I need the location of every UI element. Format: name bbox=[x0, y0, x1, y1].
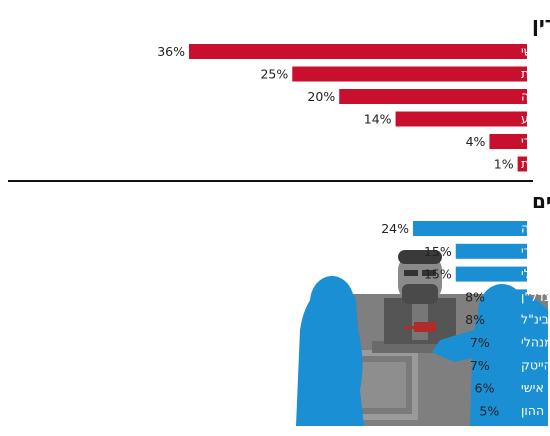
chart2-value-label-8: 5% bbox=[479, 403, 499, 418]
chart1-bar-1 bbox=[292, 66, 527, 82]
chart1-bar-0 bbox=[189, 44, 527, 59]
chart1-value-label-5: 1% bbox=[494, 157, 514, 172]
chart2-category-label-4: מסחרי בינ"ל bbox=[521, 312, 550, 327]
chart2-category-label-5: משפט המנהלי bbox=[521, 335, 550, 350]
chart2-category-label-8: שוק ההון bbox=[521, 403, 550, 418]
section-divider bbox=[8, 180, 533, 182]
chart2-bar-7 bbox=[498, 380, 527, 396]
chart2-category-label-0: ליטיגציה bbox=[521, 221, 550, 236]
chart2-bars: ליטיגציה 24% משפט מסחרי 15% התחום הפלילי 15% נ… bbox=[381, 221, 550, 419]
chart2-bar-2 bbox=[455, 266, 527, 282]
chart2-bar-3 bbox=[489, 289, 527, 305]
chart1-value-label-0: 36% bbox=[157, 44, 185, 59]
chart2-bar-6 bbox=[493, 357, 527, 373]
chart2-value-label-3: 8% bbox=[465, 289, 485, 304]
chart2-bar-4 bbox=[489, 312, 527, 328]
chart1-bar-2 bbox=[339, 89, 527, 104]
chart2-bar-1 bbox=[455, 243, 527, 259]
chart1-category-label-1: תחושת שליחות bbox=[521, 66, 550, 81]
chart1-category-label-4: מדובר בתחום פופולארי bbox=[521, 134, 550, 149]
chart2-value-label-0: 24% bbox=[381, 221, 409, 236]
chart2-value-label-2: 15% bbox=[424, 267, 452, 282]
chart2-title: תחומי ההתמחות המבוקשים bbox=[532, 189, 550, 213]
chart1-bar-4 bbox=[489, 134, 527, 149]
chart1-category-label-3: יוקרת המקצוע bbox=[521, 111, 550, 126]
chart2-category-label-7: מעמד אישי bbox=[521, 380, 550, 395]
chart1-category-label-2: פוטנציאל ההשתכרות הגבוה bbox=[521, 89, 550, 104]
chart1-bar-5 bbox=[517, 156, 527, 172]
chart1-value-label-2: 20% bbox=[307, 89, 335, 104]
chart2-category-label-1: משפט מסחרי bbox=[521, 243, 550, 258]
chart1-value-label-3: 14% bbox=[364, 112, 392, 127]
chart1-title: הסיבה שבגינה בחר המתמחה לעסוק בעריכת דין bbox=[532, 12, 550, 36]
chart2-bar-0 bbox=[413, 221, 527, 236]
chart2-bar-8 bbox=[503, 403, 527, 419]
chart2-value-label-5: 7% bbox=[470, 335, 490, 350]
chart2-value-label-7: 6% bbox=[475, 381, 495, 396]
chart2-category-label-6: הייטק bbox=[521, 357, 550, 372]
chart1-bars: עניין אישי 36% תחושת שליחות 25% פוטנציאל ההש… bbox=[157, 44, 550, 172]
chart2-category-label-2: התחום הפלילי bbox=[521, 266, 550, 281]
chart1-category-label-0: עניין אישי bbox=[521, 44, 550, 59]
chart2-category-label-3: נדל"ן bbox=[521, 289, 549, 304]
chart2-value-label-6: 7% bbox=[470, 358, 490, 373]
chart1-value-label-4: 4% bbox=[466, 134, 486, 149]
chart1-category-label-5: מסיבות אחרות bbox=[521, 156, 550, 171]
chart2-bar-5 bbox=[493, 335, 527, 350]
chart1-value-label-1: 25% bbox=[260, 67, 288, 82]
chart2-value-label-4: 8% bbox=[465, 312, 485, 327]
chart1-bar-3 bbox=[395, 111, 527, 127]
chart2-value-label-1: 15% bbox=[424, 244, 452, 259]
